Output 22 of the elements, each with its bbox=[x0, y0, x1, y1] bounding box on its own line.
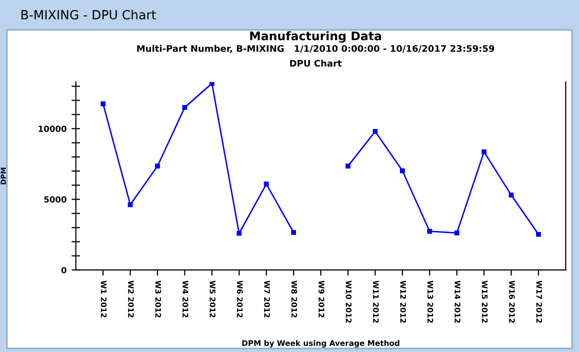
text: B-MIXING - DPU Chart bbox=[21, 10, 156, 20]
y-tick-label: 0 bbox=[61, 266, 66, 274]
point bbox=[508, 192, 514, 198]
point bbox=[346, 164, 350, 169]
point bbox=[454, 230, 460, 236]
point bbox=[400, 168, 405, 174]
point bbox=[236, 230, 242, 236]
point bbox=[482, 149, 486, 154]
chart-title: Manufacturing Data bbox=[250, 31, 382, 43]
point bbox=[209, 82, 214, 86]
point bbox=[128, 202, 133, 208]
y-tick-label: 10000 bbox=[38, 126, 66, 132]
point bbox=[536, 232, 541, 237]
point bbox=[100, 101, 106, 106]
chart-subtitle: Multi-Part Number, B-MIXING 1/1/2010 0:00:00 - 10/16/2017 23:59:59 DPU Chart bbox=[137, 44, 494, 67]
y-tick-label: 5000 bbox=[44, 196, 66, 203]
point bbox=[182, 105, 188, 110]
point bbox=[155, 164, 160, 169]
point bbox=[291, 230, 296, 235]
point bbox=[264, 182, 269, 186]
point bbox=[372, 129, 378, 134]
point bbox=[427, 228, 432, 234]
